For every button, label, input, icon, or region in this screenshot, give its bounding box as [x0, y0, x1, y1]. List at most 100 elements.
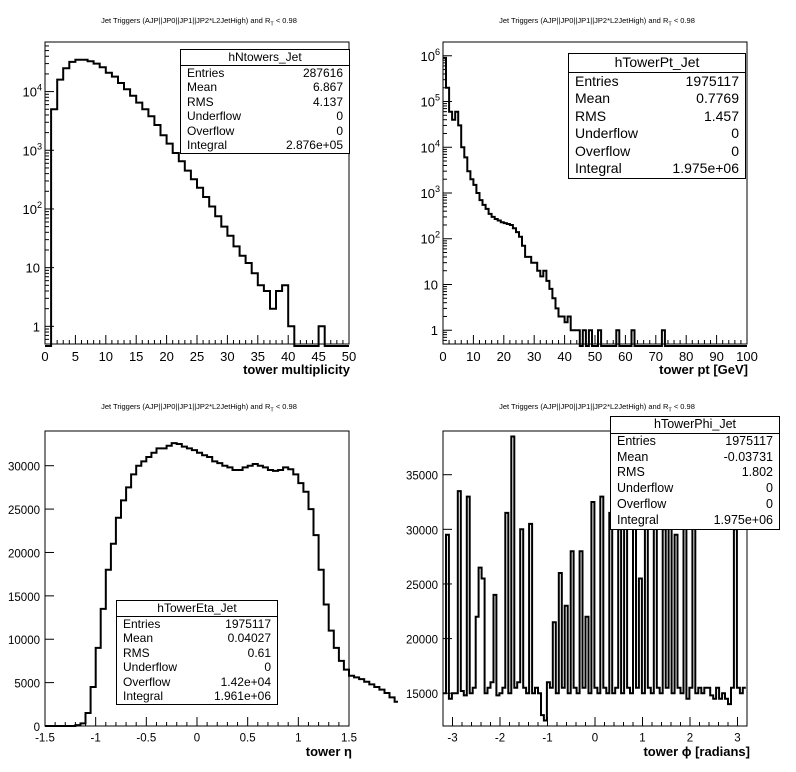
stats-row: Entries 287616: [187, 65, 343, 80]
stats-box-title: hTowerEta_Jet: [117, 601, 277, 617]
x-axis-label: tower pt [GeV]: [659, 362, 748, 377]
y-tick-label: 25000: [8, 505, 40, 517]
y-tick-label: 103: [420, 184, 440, 201]
y-tick-label: 15000: [8, 592, 40, 604]
x-tick-label: 50: [342, 349, 356, 364]
chart-title: Jet Triggers (AJP||JP0||JP1||JP2*L2JetHi…: [101, 402, 297, 414]
y-tick-label: 10: [26, 261, 40, 276]
y-tick-label: 35000: [406, 471, 438, 483]
x-tick-label: 30: [220, 349, 234, 364]
x-axis-label: tower η: [305, 744, 352, 759]
stats-row: RMS 4.137: [187, 94, 343, 109]
histogram-plot: -1.5 -1 -0.5 0 0.5 1 1.5 0 5000 10000 15000 20000 25…: [8, 430, 398, 745]
y-tick-label: 10000: [8, 635, 40, 647]
histogram-line: [45, 442, 398, 727]
chart-title: Jet Triggers (AJP||JP0||JP1||JP2*L2JetHi…: [101, 16, 297, 28]
y-tick-label: 104: [420, 138, 440, 155]
x-tick-label: 20: [159, 349, 173, 364]
stats-row: Underflow 0: [575, 125, 739, 141]
x-tick-label: 1: [639, 733, 645, 745]
stats-row: Underflow 0: [187, 109, 343, 123]
stats-box-title: hTowerPhi_Jet: [611, 417, 779, 434]
stats-row: Overflow 0: [575, 142, 739, 159]
chart-panel-tower-multiplicity: Jet Triggers (AJP||JP0||JP1||JP2*L2JetHi…: [0, 0, 398, 386]
histogram-line: [443, 56, 747, 347]
stats-row: Mean -0.03731: [617, 449, 773, 464]
x-tick-label: 70: [649, 349, 663, 364]
stats-box: hTowerPt_Jet Entries 1975117 Mean 0.7769 R…: [568, 53, 746, 179]
y-tick-label: 25000: [406, 580, 438, 592]
x-tick-label: 100: [736, 349, 758, 364]
y-tick-label: 102: [420, 230, 440, 247]
y-tick-label: 106: [420, 47, 440, 64]
y-tick-label: 20000: [8, 548, 40, 560]
x-tick-label: 5: [72, 349, 79, 364]
y-tick-label: 20000: [406, 635, 438, 647]
chart-panel-tower-phi: Jet Triggers (AJP||JP0||JP1||JP2*L2JetHi…: [398, 386, 796, 772]
stats-row: Mean 6.867: [187, 80, 343, 94]
x-tick-label: 20: [497, 349, 511, 364]
y-tick-label: 10: [424, 277, 438, 292]
histogram-line: [45, 58, 349, 347]
x-tick-label: 90: [709, 349, 723, 364]
chart-title: Jet Triggers (AJP||JP0||JP1||JP2*L2JetHi…: [499, 16, 695, 28]
x-tick-label: -2: [495, 733, 505, 745]
x-tick-label: 35: [251, 349, 265, 364]
stats-box: hNtowers_Jet Entries 287616 Mean 6.867 RMS…: [180, 49, 350, 154]
histogram-plot: 0 5 10 15 20 25 30 35 40 45 50 1 10 102 103 104: [22, 41, 356, 364]
x-tick-label: 0: [41, 349, 48, 364]
x-tick-label: 40: [281, 349, 295, 364]
x-tick-label: 1: [295, 733, 301, 745]
x-tick-label: -1: [542, 733, 552, 745]
x-tick-label: -1.5: [35, 733, 55, 745]
stats-row: RMS 0.61: [123, 645, 271, 660]
y-tick-label: 104: [22, 83, 42, 100]
x-tick-label: 0: [439, 349, 446, 364]
stats-box: hTowerPhi_Jet Entries 1975117 Mean -0.0373…: [610, 416, 780, 530]
stats-row: Integral 1.975e+06: [575, 160, 739, 176]
x-tick-label: 2: [687, 733, 693, 745]
x-tick-label: -1: [91, 733, 101, 745]
y-tick-label: 1: [431, 323, 438, 338]
chart-panel-tower-pt: Jet Triggers (AJP||JP0||JP1||JP2*L2JetHi…: [398, 0, 796, 386]
stats-box: hTowerEta_Jet Entries 1975117 Mean 0.04027…: [116, 600, 278, 705]
x-axis-label: tower ϕ [radians]: [643, 744, 750, 759]
x-tick-label: -0.5: [136, 733, 156, 745]
y-tick-label: 15000: [406, 689, 438, 701]
stats-row: Entries 1975117: [617, 433, 773, 448]
x-tick-label: 25: [190, 349, 204, 364]
y-tick-label: 30000: [8, 462, 40, 474]
y-tick-label: 105: [420, 93, 440, 110]
x-tick-label: 0: [592, 733, 598, 745]
stats-row: Entries 1975117: [123, 616, 271, 631]
x-tick-label: 30: [527, 349, 541, 364]
stats-box-title: hTowerPt_Jet: [569, 54, 745, 73]
x-tick-label: 45: [311, 349, 325, 364]
stats-row: Integral 1.961e+06: [123, 689, 271, 703]
x-tick-label: -3: [447, 733, 457, 745]
stats-row: Underflow 0: [123, 660, 271, 674]
stats-row: Mean 0.7769: [575, 90, 739, 106]
y-tick-label: 1: [33, 319, 40, 334]
y-tick-label: 5000: [14, 679, 40, 691]
stats-row: RMS 1.457: [575, 107, 739, 124]
stats-row: Overflow 0: [617, 496, 773, 511]
stats-row: Underflow 0: [617, 481, 773, 496]
x-tick-label: 0.5: [240, 733, 256, 745]
y-tick-label: 102: [22, 200, 42, 217]
x-tick-label: 1.5: [341, 733, 357, 745]
chart-title: Jet Triggers (AJP||JP0||JP1||JP2*L2JetHi…: [499, 402, 695, 414]
stats-row: RMS 1.802: [617, 465, 773, 480]
stats-row: Entries 1975117: [575, 72, 739, 89]
x-tick-label: 50: [588, 349, 602, 364]
y-tick-label: 30000: [406, 525, 438, 537]
chart-panel-tower-eta: Jet Triggers (AJP||JP0||JP1||JP2*L2JetHi…: [0, 386, 398, 772]
y-tick-label: 0: [34, 722, 40, 734]
stats-row: Integral 1.975e+06: [617, 512, 773, 527]
stats-row: Integral 2.876e+05: [187, 138, 343, 152]
x-tick-label: 40: [557, 349, 571, 364]
x-tick-label: 10: [99, 349, 113, 364]
stats-row: Overflow 1.42e+04: [123, 674, 271, 689]
stats-box-title: hNtowers_Jet: [181, 50, 349, 66]
